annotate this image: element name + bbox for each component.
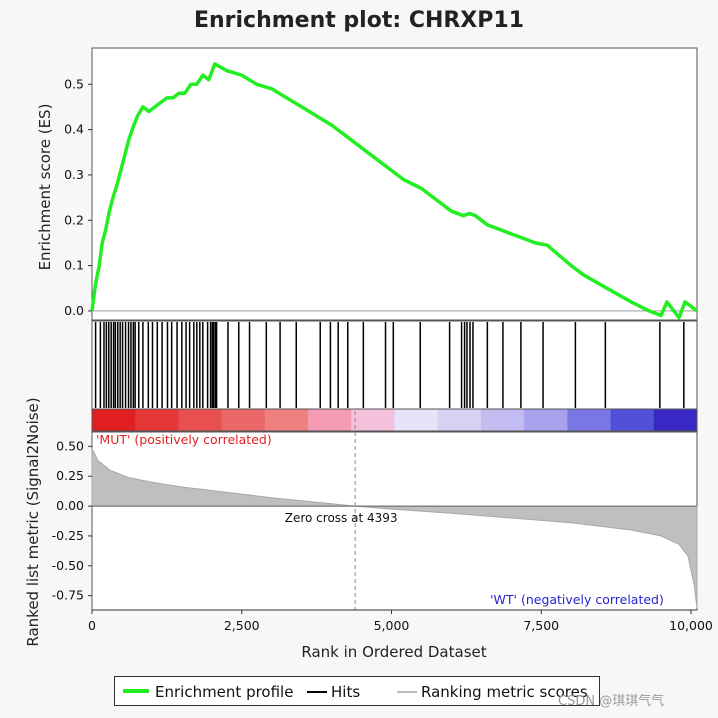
metric-panel: 0.50 0.25 0.00 -0.25 -0.50 -0.75 'MUT' (posit… [24, 397, 698, 647]
correlation-color-bar [91, 408, 698, 432]
metric-y-tick-label: -0.50 [52, 558, 84, 573]
metric-y-tick-label: -0.25 [52, 528, 84, 543]
es-y-tick-label: 0.0 [64, 303, 84, 318]
metric-y-tick-label: 0.00 [56, 498, 84, 513]
x-tick-label: 7,500 [523, 618, 559, 633]
color-bar-segment [308, 409, 352, 431]
color-bar-segment [351, 409, 395, 431]
x-tick-label: 10,000 [669, 618, 713, 633]
legend-ranking-swatch [397, 691, 417, 693]
enrichment-profile-line [90, 62, 699, 320]
legend-enrichment-label: Enrichment profile [155, 683, 294, 701]
color-bar-segment [264, 409, 309, 431]
color-bar-segment [480, 409, 525, 431]
metric-y-tick-label: 0.50 [56, 438, 84, 453]
hits-panel [91, 320, 698, 410]
zero-cross-label: Zero cross at 4393 [285, 511, 398, 525]
es-panel-frame [91, 47, 698, 321]
color-bar-segment [178, 409, 223, 431]
negative-correlation-label: 'WT' (negatively correlated) [490, 592, 664, 607]
color-bar-segment [524, 409, 568, 431]
es-y-axis-label: Enrichment score (ES) [36, 104, 54, 271]
x-tick-label: 2,500 [224, 618, 260, 633]
x-tick-label: 0 [88, 618, 96, 633]
color-bar-segment [135, 409, 179, 431]
es-y-tick-label: 0.3 [64, 167, 84, 182]
color-bar-segment [394, 409, 439, 431]
color-bar-segment [653, 409, 698, 431]
legend-ranking-label: Ranking metric scores [421, 683, 588, 701]
x-axis-label: Rank in Ordered Dataset [301, 643, 486, 661]
positive-correlation-label: 'MUT' (positively correlated) [96, 432, 272, 447]
legend-hits-swatch [307, 691, 327, 693]
color-bar-segment [221, 409, 266, 431]
metric-y-tick-label: -0.75 [52, 588, 84, 603]
metric-y-axis-label: Ranked list metric (Signal2Noise) [24, 397, 42, 646]
color-bar-segment [92, 409, 136, 431]
legend-hits-label: Hits [331, 683, 361, 701]
es-y-tick-label: 0.5 [64, 76, 84, 91]
color-bar-segment [610, 409, 655, 431]
hits-panel-frame [91, 320, 698, 410]
es-y-tick-label: 0.4 [64, 122, 84, 137]
legend: Enrichment profile Hits Ranking metric s… [114, 676, 600, 706]
color-bar-frame [91, 408, 698, 432]
watermark: CSDN @琪琪气气 [558, 694, 665, 709]
es-y-tick-label: 0.2 [64, 212, 84, 227]
es-y-tick-label: 0.1 [64, 258, 84, 273]
color-bar-segment [437, 409, 482, 431]
x-tick-label: 5,000 [374, 618, 410, 633]
metric-y-tick-label: 0.25 [56, 468, 84, 483]
legend-enrichment-swatch [123, 689, 149, 693]
es-panel: 0.0 0.1 0.2 0.3 0.4 0.5 Enrichment score (ES) [36, 47, 699, 321]
color-bar-segment [567, 409, 612, 431]
chart-title: Enrichment plot: CHRXP11 [193, 8, 525, 33]
